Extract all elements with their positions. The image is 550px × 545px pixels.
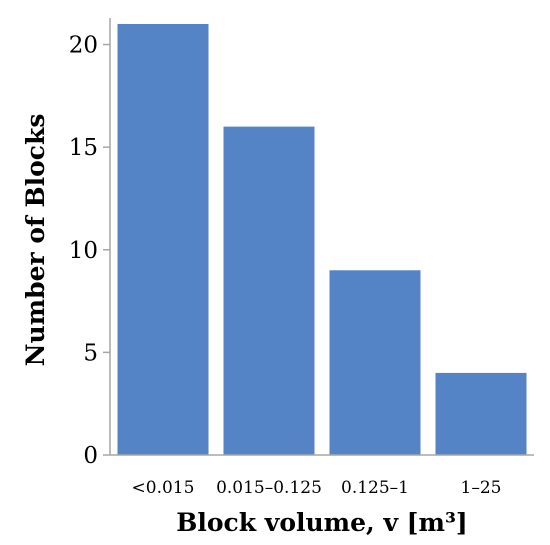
bar-2 bbox=[329, 270, 421, 455]
x-tick-label: <0.015 bbox=[132, 478, 195, 498]
y-tick-label: 15 bbox=[69, 135, 98, 161]
y-tick-label: 20 bbox=[69, 33, 98, 59]
x-ticks-group: <0.015 0.015–0.125 0.125–1 1–25 bbox=[132, 478, 502, 498]
bars-group bbox=[117, 24, 527, 455]
y-ticks-group: 0 5 10 15 20 bbox=[69, 33, 110, 469]
y-tick-label: 5 bbox=[83, 340, 98, 366]
bar-3 bbox=[435, 372, 527, 455]
y-axis-title: Number of Blocks bbox=[21, 114, 50, 367]
x-tick-label: 0.125–1 bbox=[341, 478, 409, 498]
x-tick-label: 0.015–0.125 bbox=[216, 478, 322, 498]
bar-1 bbox=[223, 126, 315, 455]
x-axis-title: Block volume, v [m³] bbox=[176, 508, 467, 537]
x-tick-label: 1–25 bbox=[461, 478, 502, 498]
y-tick-label: 10 bbox=[69, 238, 98, 264]
bar-0 bbox=[117, 24, 209, 455]
y-tick-label: 0 bbox=[83, 443, 98, 469]
